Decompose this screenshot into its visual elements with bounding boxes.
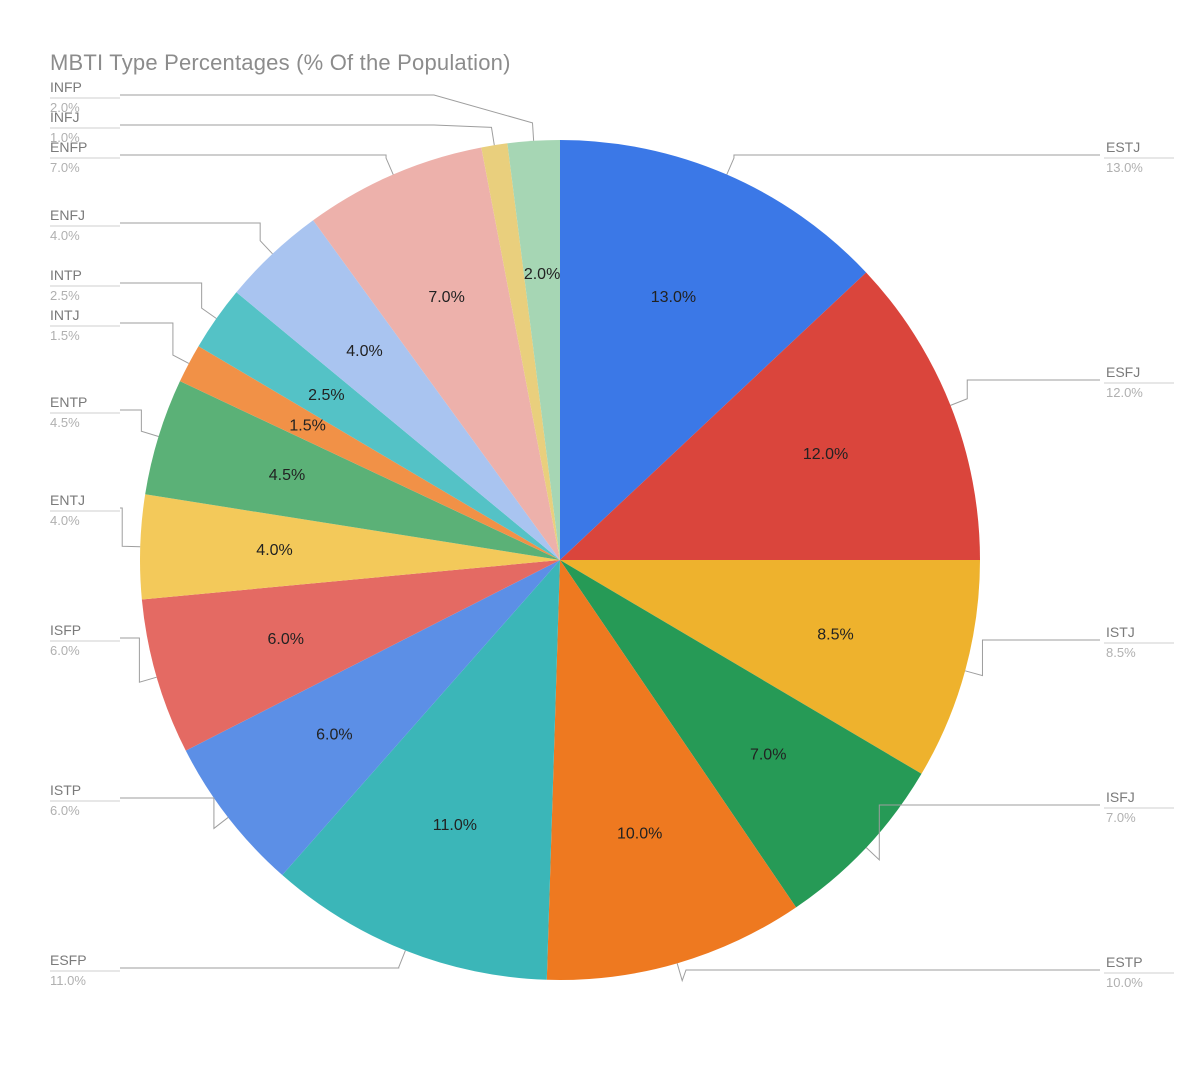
leader-line xyxy=(965,640,1100,676)
leader-label-name: ISTJ xyxy=(1106,624,1135,640)
leader-label-name: ENTP xyxy=(50,394,87,410)
leader-label-value: 7.0% xyxy=(1106,810,1136,825)
leader-label-name: ISTP xyxy=(50,782,81,798)
leader-line xyxy=(677,963,1100,980)
leader-label-value: 13.0% xyxy=(1106,160,1143,175)
leader-line xyxy=(120,95,534,141)
slice-pct-label: 1.5% xyxy=(289,418,325,435)
leader-label-value: 7.0% xyxy=(50,160,80,175)
leader-label-value: 10.0% xyxy=(1106,975,1143,990)
leader-line xyxy=(120,508,140,547)
chart-title: MBTI Type Percentages (% Of the Populati… xyxy=(50,50,511,76)
leader-label-name: INTP xyxy=(50,267,82,283)
slice-pct-label: 4.5% xyxy=(269,467,305,484)
leader-line xyxy=(120,223,272,254)
pie-slices: 13.0% 12.0% 8.5% 7.0% 10.0% 11.0% 6.0% 6.0% 4.0%… xyxy=(140,140,980,980)
leader-label-value: 2.5% xyxy=(50,288,80,303)
leader-label-value: 6.0% xyxy=(50,803,80,818)
leader-label-name: ENTJ xyxy=(50,492,85,508)
slice-pct-label: 4.0% xyxy=(346,343,382,360)
leader-label-value: 1.0% xyxy=(50,130,80,145)
leader-line xyxy=(120,410,159,437)
slice-pct-label: 13.0% xyxy=(651,289,696,306)
leader-line xyxy=(120,125,494,145)
slice-pct-label: 12.0% xyxy=(803,446,848,463)
leader-label-name: ESFP xyxy=(50,952,87,968)
leader-label-name: ESFJ xyxy=(1106,364,1140,380)
slice-pct-label: 2.0% xyxy=(524,266,560,283)
leader-label-value: 4.0% xyxy=(50,513,80,528)
leader-label-name: ESTJ xyxy=(1106,139,1140,155)
slice-pct-label: 8.5% xyxy=(817,627,853,644)
leader-label-name: INTJ xyxy=(50,307,80,323)
leader-label-name: ISFP xyxy=(50,622,81,638)
leader-line xyxy=(951,380,1100,405)
leader-label-value: 4.0% xyxy=(50,228,80,243)
slice-pct-label: 2.5% xyxy=(308,387,344,404)
slice-pct-label: 10.0% xyxy=(617,825,662,842)
leader-label-name: INFP xyxy=(50,79,82,95)
leader-line xyxy=(120,155,393,175)
leader-label-name: ENFJ xyxy=(50,207,85,223)
leader-label-value: 2.0% xyxy=(50,100,80,115)
leader-line xyxy=(120,283,216,318)
slice-pct-label: 7.0% xyxy=(428,289,464,306)
slice-pct-label: 11.0% xyxy=(433,817,477,834)
leader-line xyxy=(120,323,189,363)
leader-label-value: 6.0% xyxy=(50,643,80,658)
leader-label-value: 11.0% xyxy=(50,973,86,988)
slice-pct-label: 6.0% xyxy=(268,631,304,648)
leader-line xyxy=(727,155,1100,175)
leader-label-value: 1.5% xyxy=(50,328,80,343)
slice-pct-label: 6.0% xyxy=(316,726,352,743)
leader-line xyxy=(120,798,228,828)
leader-label-name: ISFJ xyxy=(1106,789,1135,805)
leader-label-name: ESTP xyxy=(1106,954,1143,970)
slice-pct-label: 4.0% xyxy=(256,542,292,559)
slice-pct-label: 7.0% xyxy=(750,747,786,764)
pie-chart: 13.0% 12.0% 8.5% 7.0% 10.0% 11.0% 6.0% 6.0% 4.0%… xyxy=(0,0,1200,1067)
chart-container: MBTI Type Percentages (% Of the Populati… xyxy=(0,0,1200,1067)
leader-label-value: 4.5% xyxy=(50,415,80,430)
leader-line xyxy=(120,951,405,968)
leader-label-value: 8.5% xyxy=(1106,645,1136,660)
leader-label-value: 12.0% xyxy=(1106,385,1143,400)
leader-line xyxy=(866,805,1100,860)
